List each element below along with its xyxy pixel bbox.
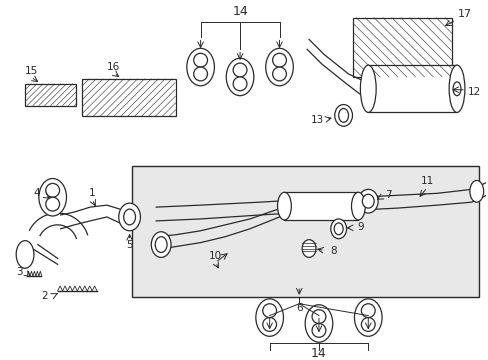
Ellipse shape <box>361 318 374 331</box>
Ellipse shape <box>46 184 60 197</box>
Bar <box>284 192 358 220</box>
Text: 14: 14 <box>310 347 326 360</box>
Ellipse shape <box>262 318 276 331</box>
Bar <box>131 166 478 297</box>
Ellipse shape <box>311 324 325 337</box>
Text: 8: 8 <box>330 247 336 256</box>
Text: 1: 1 <box>89 188 95 198</box>
Ellipse shape <box>311 310 325 324</box>
Ellipse shape <box>338 108 348 122</box>
Ellipse shape <box>16 240 34 268</box>
Ellipse shape <box>362 194 373 208</box>
Ellipse shape <box>123 209 135 225</box>
Ellipse shape <box>39 179 66 216</box>
Text: 3: 3 <box>16 267 22 277</box>
Ellipse shape <box>233 63 246 77</box>
Ellipse shape <box>193 53 207 67</box>
Ellipse shape <box>305 305 332 342</box>
Text: 5: 5 <box>126 240 133 249</box>
Ellipse shape <box>448 65 464 112</box>
Ellipse shape <box>334 104 352 126</box>
Ellipse shape <box>351 192 365 220</box>
Bar <box>367 65 456 112</box>
Ellipse shape <box>226 58 253 96</box>
Text: 13: 13 <box>310 115 323 125</box>
Ellipse shape <box>46 197 60 211</box>
Text: 9: 9 <box>356 222 363 232</box>
Text: 14: 14 <box>232 5 247 18</box>
Text: 11: 11 <box>420 176 433 186</box>
Text: 12: 12 <box>467 87 480 97</box>
Text: 15: 15 <box>24 66 38 76</box>
Text: 2: 2 <box>41 291 48 301</box>
Ellipse shape <box>233 77 246 91</box>
Text: 4: 4 <box>34 188 40 198</box>
Ellipse shape <box>272 67 286 81</box>
Bar <box>82 79 176 116</box>
Ellipse shape <box>186 48 214 86</box>
Text: 10: 10 <box>208 251 222 261</box>
Ellipse shape <box>151 232 171 257</box>
Bar <box>25 84 76 105</box>
Ellipse shape <box>361 304 374 318</box>
Ellipse shape <box>358 189 377 213</box>
Ellipse shape <box>119 203 140 231</box>
Ellipse shape <box>272 53 286 67</box>
Ellipse shape <box>330 219 346 239</box>
Ellipse shape <box>360 65 375 112</box>
Ellipse shape <box>262 304 276 318</box>
Bar <box>353 18 451 77</box>
Ellipse shape <box>265 48 293 86</box>
Text: 6: 6 <box>295 303 302 313</box>
Text: 16: 16 <box>107 62 120 72</box>
Ellipse shape <box>452 82 460 96</box>
Ellipse shape <box>469 180 483 202</box>
Ellipse shape <box>354 299 381 336</box>
Ellipse shape <box>193 67 207 81</box>
Ellipse shape <box>277 192 291 220</box>
Ellipse shape <box>334 223 343 235</box>
Ellipse shape <box>155 237 167 252</box>
Text: 17: 17 <box>457 9 471 19</box>
Text: 7: 7 <box>384 190 390 200</box>
Ellipse shape <box>302 240 315 257</box>
Ellipse shape <box>255 299 283 336</box>
